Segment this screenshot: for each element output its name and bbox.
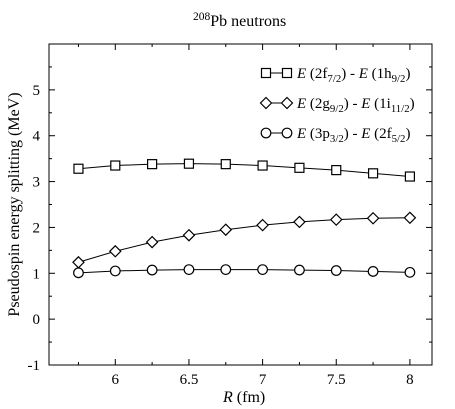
- text-run: (3p: [306, 126, 330, 142]
- text-run: (2g: [306, 96, 330, 112]
- plot-frame: [48, 43, 433, 366]
- text-run: E: [296, 66, 306, 82]
- text-run: 5/2: [392, 133, 406, 145]
- legend-marker: [281, 127, 293, 139]
- data-point: [257, 160, 268, 171]
- data-point: [366, 211, 380, 225]
- data-point: [367, 168, 379, 179]
- legend-entry: E (2f7/2) - E (1h9/2): [260, 66, 410, 85]
- data-point: [403, 211, 417, 225]
- text-run: Pb neutrons: [210, 13, 286, 30]
- y-tick-label: -1: [28, 358, 41, 374]
- data-point: [146, 264, 158, 276]
- x-tick-label: 6: [112, 372, 120, 388]
- legend-marker: [280, 96, 294, 110]
- data-point: [219, 223, 233, 237]
- text-run: ) -: [344, 96, 362, 112]
- x-axis-label: R (fm): [222, 389, 265, 406]
- text-run: E: [360, 96, 370, 112]
- data-point: [329, 213, 343, 226]
- text-run: 9/2: [330, 103, 344, 115]
- text-run: ): [405, 66, 410, 82]
- text-run: R: [222, 389, 233, 406]
- legend-label: E (3p3/2) - E (2f5/2): [296, 126, 410, 145]
- text-run: 11/2: [391, 103, 410, 115]
- data-point: [73, 163, 84, 174]
- chart-title: 208Pb neutrons: [193, 11, 286, 30]
- text-run: (1h: [368, 66, 392, 82]
- data-point: [220, 159, 231, 170]
- legend: E (2f7/2) - E (1h9/2)E (2g9/2) - E (1i11…: [259, 66, 415, 145]
- data-point: [147, 159, 158, 170]
- data-point: [110, 160, 121, 171]
- y-tick-label: 0: [33, 312, 41, 328]
- series-line: [78, 269, 410, 274]
- legend-marker: [260, 67, 272, 79]
- legend-entry: E (3p3/2) - E (2f5/2): [260, 126, 410, 145]
- text-run: 208: [193, 11, 211, 23]
- legend-entry: E (2g9/2) - E (1i11/2): [259, 96, 415, 115]
- data-point: [367, 266, 379, 277]
- text-run: E: [360, 126, 370, 142]
- axis-labels: R (fm) Pseudospin energy splitting (MeV): [6, 92, 265, 406]
- y-tick-label: 2: [33, 220, 41, 236]
- data-series: [72, 158, 417, 279]
- series-line: [78, 217, 410, 263]
- data-point: [293, 215, 306, 229]
- data-point: [294, 162, 305, 173]
- legend-marker: [259, 96, 273, 110]
- series-line: [78, 163, 410, 178]
- title-text: 208Pb neutrons: [193, 11, 286, 30]
- text-run: 7/2: [327, 73, 341, 85]
- text-run: ) -: [344, 126, 362, 142]
- text-run: ) -: [341, 66, 359, 82]
- text-run: (2f: [306, 66, 327, 82]
- data-point: [331, 165, 342, 176]
- series-diamond: [72, 211, 417, 269]
- text-run: ): [410, 96, 415, 112]
- data-point: [256, 218, 269, 232]
- text-run: E: [358, 66, 368, 82]
- legend-marker: [281, 67, 293, 79]
- data-point: [73, 267, 84, 279]
- x-tick-label: 8: [406, 372, 414, 388]
- data-point: [220, 264, 232, 276]
- text-run: 3/2: [330, 133, 344, 145]
- text-run: E: [296, 96, 306, 112]
- data-point: [257, 264, 268, 276]
- text-run: 9/2: [392, 73, 406, 85]
- data-point: [183, 264, 195, 276]
- series-circle: [73, 264, 416, 279]
- y-tick-label: 5: [33, 83, 41, 99]
- data-point: [404, 266, 416, 278]
- data-point: [182, 228, 196, 242]
- data-point: [145, 235, 159, 249]
- data-point: [330, 265, 342, 276]
- data-point: [72, 255, 85, 269]
- text-run: ): [405, 126, 410, 142]
- legend-label: E (2f7/2) - E (1h9/2): [296, 66, 410, 85]
- data-point: [109, 265, 121, 277]
- plot-border: [48, 43, 433, 366]
- y-tick-label: 3: [33, 175, 41, 191]
- x-tick-label: 7.5: [327, 372, 346, 388]
- y-axis-label: Pseudospin energy splitting (MeV): [6, 92, 23, 316]
- x-tick-label: 7: [259, 372, 267, 388]
- data-point: [108, 244, 122, 258]
- data-point: [183, 158, 195, 169]
- y-tick-label: 1: [33, 266, 41, 282]
- text-run: (fm): [233, 389, 265, 406]
- text-run: E: [296, 126, 306, 142]
- y-tick-label: 4: [33, 129, 41, 145]
- data-point: [404, 171, 416, 182]
- axis-ticks: 6 6.5 7 7.5 8 -1 0 1 2 3 4 5: [28, 44, 432, 388]
- series-square: [73, 158, 416, 182]
- legend-marker: [260, 127, 272, 139]
- data-point: [294, 264, 305, 276]
- text-run: (1i: [370, 96, 390, 112]
- text-run: (2f: [370, 126, 391, 142]
- legend-label: E (2g9/2) - E (1i11/2): [296, 96, 415, 115]
- x-tick-label: 6.5: [180, 372, 199, 388]
